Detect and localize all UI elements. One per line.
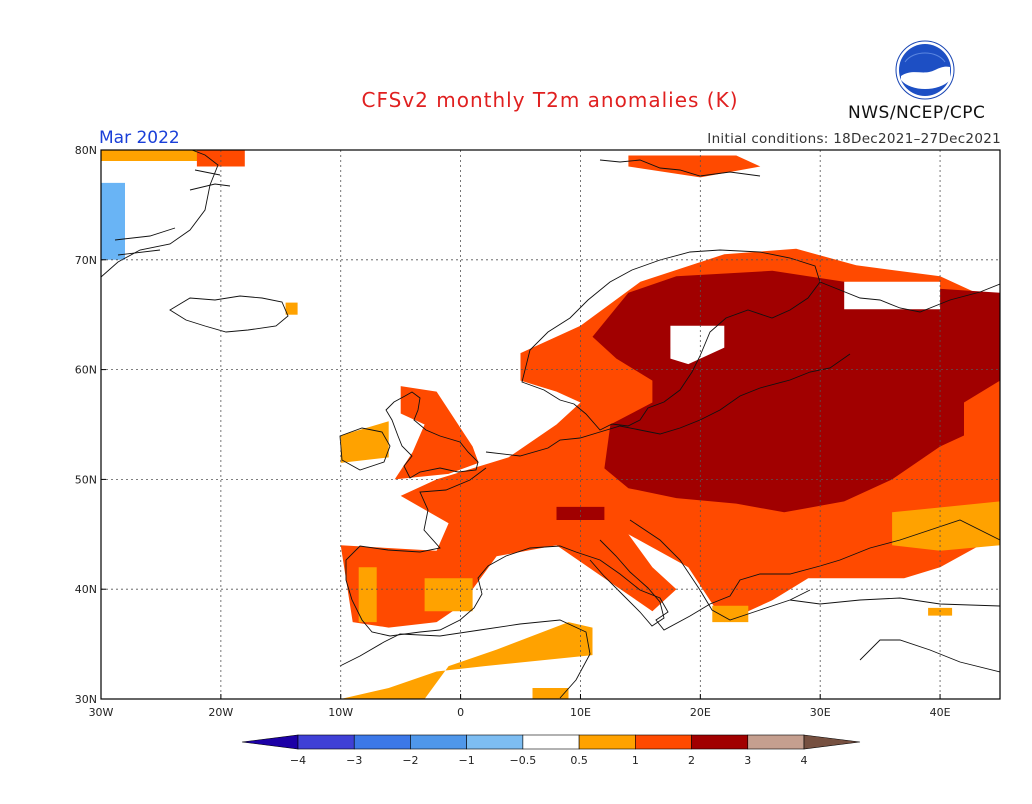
colorbar-arrow-low (241, 734, 299, 750)
longitude-tick-label: 40E (930, 706, 951, 719)
anomaly-region-ireland (340, 421, 389, 463)
colorbar-tick-label: −0.5 (510, 754, 537, 767)
coastline-britain (385, 391, 479, 479)
colorbar-tick-label: 3 (744, 754, 751, 767)
coastline-turkey (789, 597, 1000, 607)
colorbar-segment (410, 734, 467, 750)
latitude-tick-label: 30N (75, 693, 97, 706)
anomaly-region-greenland-west-coast (101, 182, 125, 260)
longitude-tick-label: 10W (328, 706, 353, 719)
coastline-scandinavia (521, 249, 821, 431)
anomaly-region-iberia-south (358, 567, 377, 623)
organization-label: NWS/NCEP/CPC (848, 103, 986, 123)
anomaly-region-north-africa-west (340, 622, 593, 699)
plot-title: CFSv2 monthly T2m anomalies (K) (361, 88, 739, 112)
latitude-tick-label: 40N (75, 583, 97, 596)
colorbar-tick-label: 4 (801, 754, 808, 767)
longitude-tick-label: 30W (89, 706, 114, 719)
colorbar-tick-label: 0.5 (570, 754, 588, 767)
coastline-ireland (339, 427, 391, 471)
colorbar-segment (522, 734, 580, 750)
coastline-svalbard (599, 159, 761, 177)
coastline-north-africa (339, 619, 591, 699)
anomaly-region-libya-patch (532, 688, 569, 699)
colorbar-segment (297, 734, 355, 750)
noaa-logo-icon (895, 40, 955, 100)
longitude-tick-label: 10E (570, 706, 591, 719)
colorbar-tick-label: 1 (632, 754, 639, 767)
coastline-balkans (629, 519, 811, 621)
latitude-tick-label: 60N (75, 364, 97, 377)
longitude-tick-label: 30E (810, 706, 831, 719)
anomaly-region-greenland-north (101, 150, 209, 161)
latitude-tick-label: 70N (75, 254, 97, 267)
longitude-tick-label: 20E (690, 706, 711, 719)
anomaly-region-alps-patch (556, 506, 605, 520)
anomaly-region-greenland-northeast (196, 150, 245, 167)
colorbar-segment (466, 734, 524, 750)
colorbar-tick-label: −4 (290, 754, 306, 767)
anomaly-region-britain (394, 386, 479, 480)
colorbar-tick-label: 2 (688, 754, 695, 767)
colorbar-segment (691, 734, 749, 750)
coastline-france-iberia (345, 467, 1000, 637)
colorbar-tick-label: −2 (402, 754, 418, 767)
forecast-month-label: Mar 2022 (99, 128, 180, 148)
latitude-tick-label: 50N (75, 473, 97, 486)
colorbar-tick-label: −1 (459, 754, 475, 767)
anomaly-region-greece-south (712, 605, 749, 623)
coastline-russia-north (819, 281, 1000, 313)
coastline-greenland (101, 150, 219, 278)
anomaly-region-iberia-east (424, 578, 473, 612)
anomaly-region-east-europe-south (892, 501, 1000, 551)
anomaly-region-iceland-east (285, 302, 298, 315)
coastline-greenland-fjords (114, 169, 231, 256)
colorbar-segment (635, 734, 692, 750)
coastline-iceland (169, 295, 289, 333)
colorbar-arrow-high (803, 734, 861, 750)
initial-conditions-label: Initial conditions: 18Dec2021–27Dec2021 (707, 131, 1001, 147)
colorbar-segment (747, 734, 805, 750)
colorbar-segment (578, 734, 636, 750)
colorbar-segment (353, 734, 411, 750)
longitude-tick-label: 0 (457, 706, 464, 719)
colorbar-tick-label: −3 (346, 754, 362, 767)
longitude-tick-label: 20W (208, 706, 233, 719)
latitude-tick-label: 80N (75, 144, 97, 157)
anomaly-region-baltic-white (670, 325, 725, 365)
anomaly-region-arctic-white (844, 281, 941, 310)
coastline-europe-west (485, 353, 851, 457)
map-frame (100, 149, 1001, 700)
coastline-levant (859, 639, 1000, 673)
